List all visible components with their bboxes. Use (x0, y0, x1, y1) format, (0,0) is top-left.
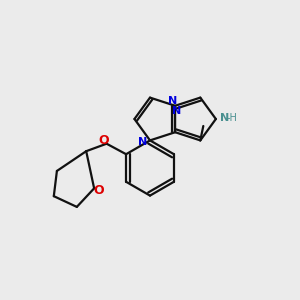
Text: -H: -H (226, 113, 237, 123)
Text: N: N (168, 96, 177, 106)
Text: N: N (138, 137, 147, 147)
Text: O: O (98, 134, 109, 147)
Text: N: N (220, 113, 230, 123)
Text: O: O (93, 184, 104, 197)
Text: N: N (172, 106, 181, 116)
